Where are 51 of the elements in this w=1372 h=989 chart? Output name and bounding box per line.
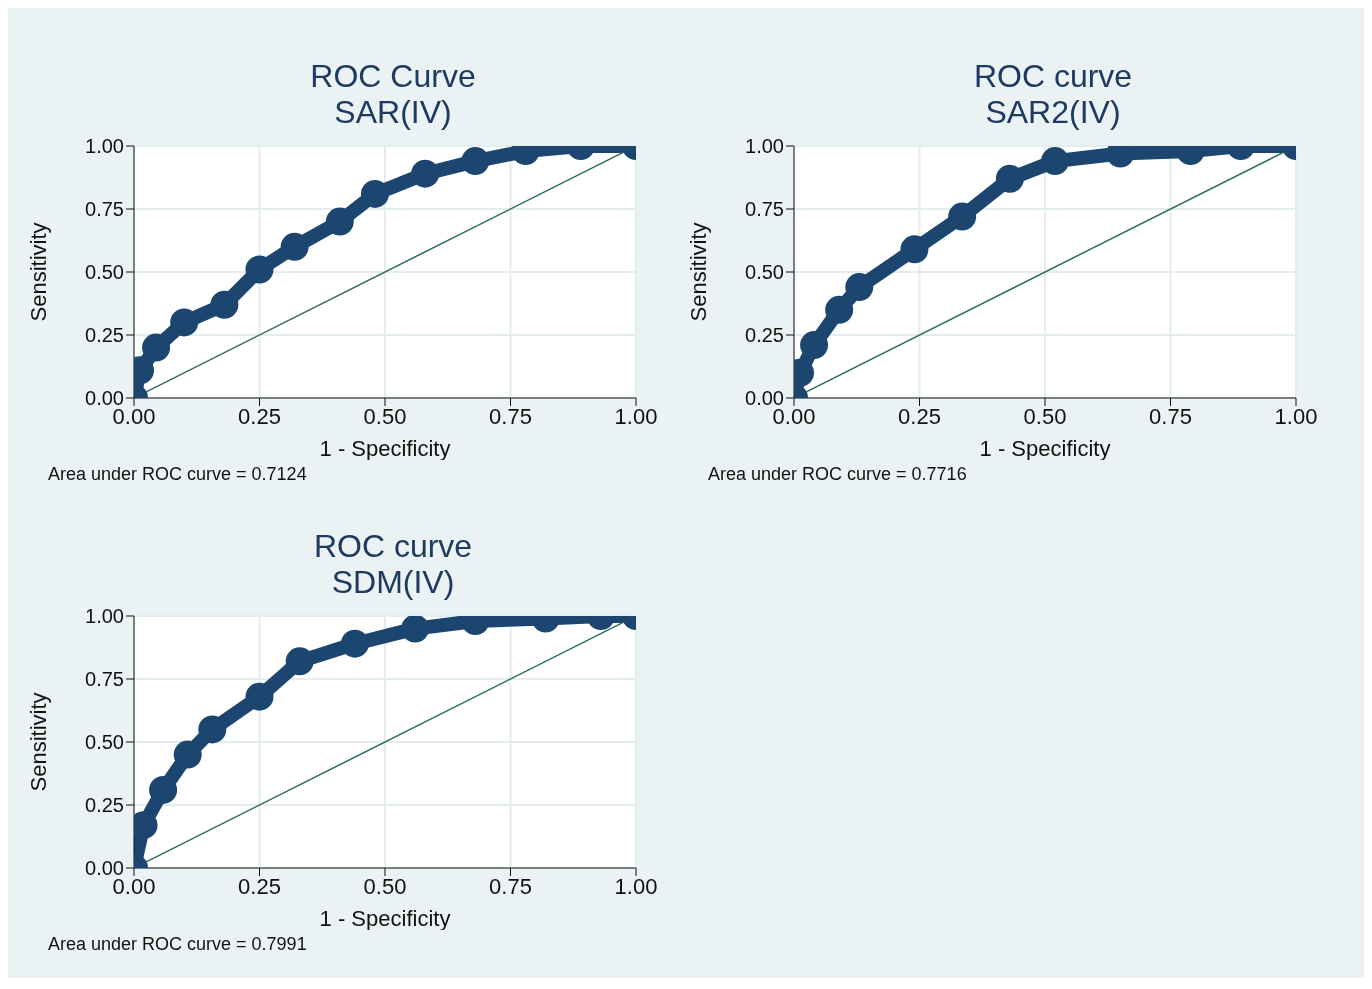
point (210, 290, 239, 319)
y-tick-label: 0.75 (85, 198, 124, 221)
x-axis-title: 1 - Specificity (979, 436, 1111, 461)
chart-subtitle: SAR(IV) (333, 94, 453, 130)
text: Area under ROC curve = 0.7991 (48, 934, 308, 955)
y-tick-label: 0.25 (85, 324, 124, 347)
chart-title: ROC curve (972, 58, 1134, 94)
chart-subtitle: SDM(IV) (330, 564, 456, 600)
x-tick-label: 1.00 (1274, 403, 1318, 429)
y-tick-label: 0.75 (85, 668, 124, 691)
x-tick-label: 0.75 (489, 873, 532, 899)
point (170, 308, 199, 337)
y-axis-title: Sensitivity (25, 692, 51, 792)
chart-title: ROC curve (312, 528, 474, 564)
text: Area under ROC curve = 0.7716 (708, 464, 968, 485)
y-tick-label: 0.00 (85, 387, 124, 410)
x-tick-label: 0.50 (363, 873, 407, 899)
x-tick-label: 0.25 (238, 873, 281, 899)
x-tick-label: 0.25 (898, 403, 941, 429)
x-tick-label: 1.00 (614, 403, 658, 429)
y-tick-label: 1.00 (85, 605, 124, 628)
y-tick-label: 0.75 (745, 198, 784, 221)
y-tick-label: 1.00 (85, 135, 124, 158)
point (142, 333, 171, 362)
y-tick-label: 0.50 (745, 261, 784, 284)
text: Area under ROC curve = 0.7124 (48, 464, 308, 485)
x-tick-label: 0.50 (363, 403, 407, 429)
chart-subtitle: SAR2(IV) (984, 94, 1122, 130)
point (280, 232, 309, 261)
x-tick-label: 0.75 (1149, 403, 1192, 429)
x-axis-title: 1 - Specificity (319, 906, 451, 931)
point (245, 255, 274, 284)
chart-title: ROC Curve (309, 58, 477, 94)
y-tick-label: 0.50 (85, 261, 124, 284)
x-tick-label: 1.00 (614, 873, 658, 899)
y-tick-label: 0.00 (745, 387, 784, 410)
y-tick-label: 0.00 (85, 857, 124, 880)
point (461, 147, 490, 176)
point (360, 179, 389, 208)
x-tick-label: 0.25 (238, 403, 281, 429)
x-tick-label: 0.50 (1023, 403, 1067, 429)
x-tick-label: 0.75 (489, 403, 532, 429)
y-tick-label: 1.00 (745, 135, 784, 158)
y-axis-title: Sensitivity (25, 222, 51, 322)
y-tick-label: 0.50 (85, 731, 124, 754)
point (411, 159, 440, 188)
y-axis-title: Sensitivity (685, 222, 711, 322)
x-axis-title: 1 - Specificity (319, 436, 451, 461)
y-tick-label: 0.25 (85, 794, 124, 817)
y-tick-label: 0.25 (745, 324, 784, 347)
point (325, 207, 354, 236)
